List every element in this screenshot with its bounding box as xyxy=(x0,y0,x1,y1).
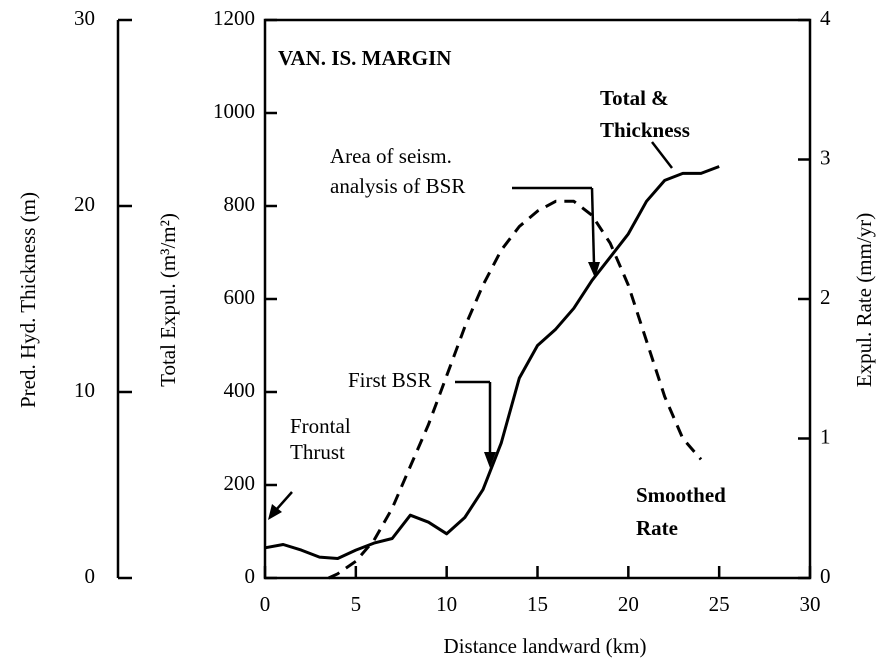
annotation: VAN. IS. MARGIN xyxy=(278,46,451,70)
y-tick-label: 800 xyxy=(224,192,256,216)
annotation: Rate xyxy=(636,516,678,540)
arrow xyxy=(590,187,596,265)
arrowhead xyxy=(484,452,496,468)
y-tick-label: 400 xyxy=(224,378,256,402)
left-axis-tick-label: 20 xyxy=(74,192,95,216)
left-axis-tick-label: 10 xyxy=(74,378,95,402)
x-tick-label: 20 xyxy=(618,592,639,616)
y2-tick-label: 0 xyxy=(820,564,831,588)
arrowhead xyxy=(268,504,282,520)
plot-frame xyxy=(263,18,812,580)
annotation: Thrust xyxy=(290,440,345,464)
left-axis-title: Pred. Hyd. Thickness (m) xyxy=(16,192,40,408)
annotation: Frontal xyxy=(290,414,351,438)
y-tick-label: 1200 xyxy=(213,6,255,30)
x-axis-title: Distance landward (km) xyxy=(444,634,647,658)
y2-tick-label: 4 xyxy=(820,6,831,30)
y-tick-label: 200 xyxy=(224,471,256,495)
x-tick-label: 10 xyxy=(436,592,457,616)
y2-tick-label: 1 xyxy=(820,424,831,448)
y2-tick-label: 3 xyxy=(820,145,831,169)
annotation: First BSR xyxy=(348,368,431,392)
x-tick-label: 15 xyxy=(527,592,548,616)
series-line xyxy=(264,165,720,560)
left-axis-tick-label: 0 xyxy=(85,564,96,588)
x-tick-label: 30 xyxy=(800,592,821,616)
left-axis-tick-label: 30 xyxy=(74,6,95,30)
x-tick-label: 5 xyxy=(351,592,362,616)
y2-tick-label: 2 xyxy=(820,285,831,309)
y-axis-title: Total Expul. (m³/m²) xyxy=(156,213,180,387)
annotation: Smoothed xyxy=(636,483,726,507)
annotation: Total & xyxy=(600,86,669,110)
y-tick-label: 600 xyxy=(224,285,256,309)
annotation: Area of seism. xyxy=(330,144,452,168)
x-tick-label: 0 xyxy=(260,592,271,616)
annotation: Thickness xyxy=(600,118,690,142)
y-tick-label: 0 xyxy=(245,564,256,588)
arrow xyxy=(651,141,673,169)
y-tick-label: 1000 xyxy=(213,99,255,123)
series-line xyxy=(327,199,703,580)
x-tick-label: 25 xyxy=(709,592,730,616)
arrow xyxy=(275,491,293,511)
annotation: analysis of BSR xyxy=(330,174,465,198)
arrowhead xyxy=(588,262,600,278)
y2-axis-title: Expul. Rate (mm/yr) xyxy=(852,213,876,387)
